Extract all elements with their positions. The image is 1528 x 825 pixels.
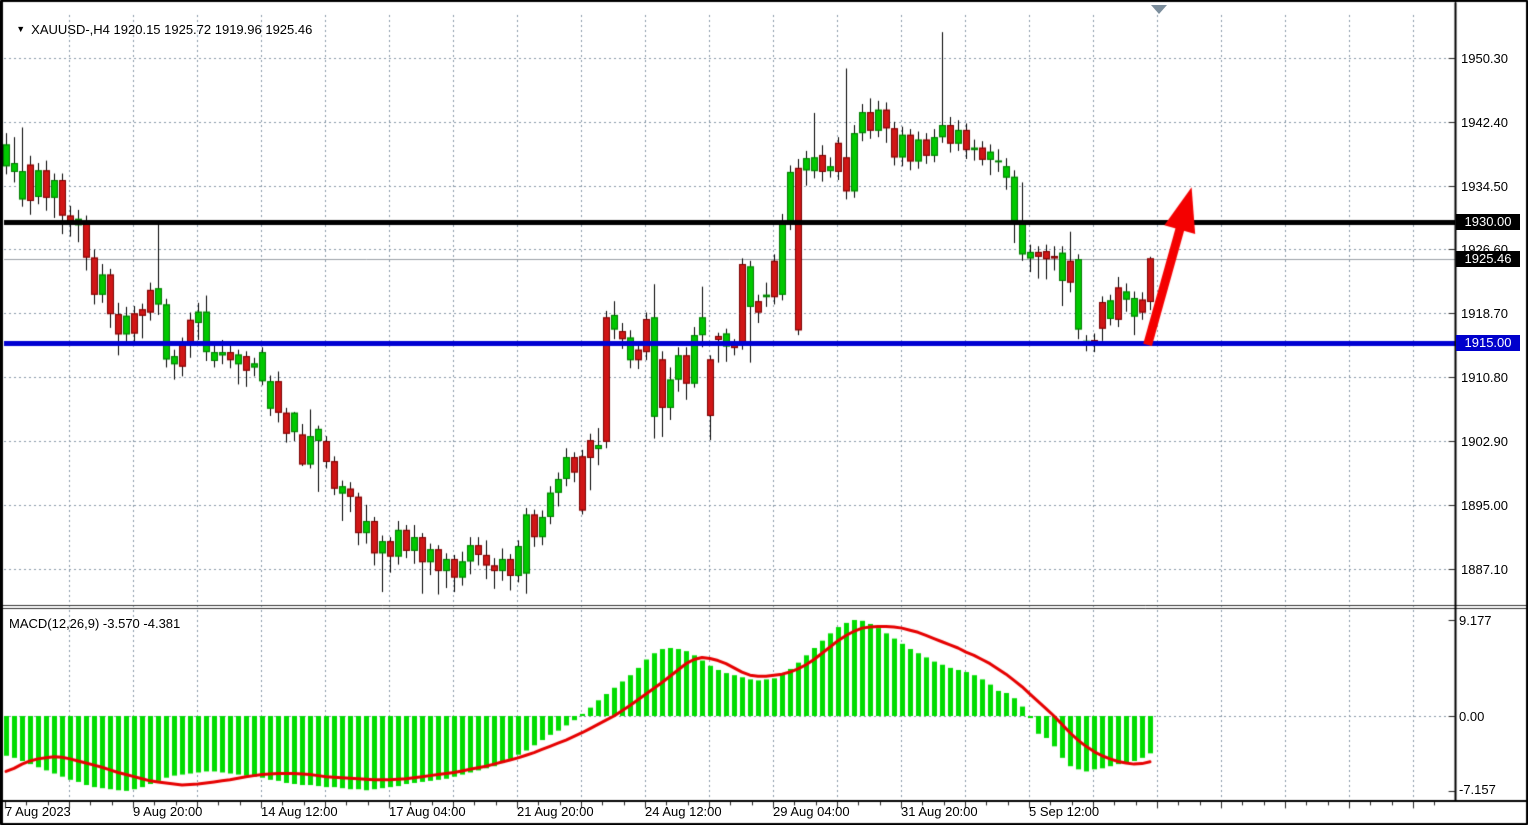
time-axis-label: 14 Aug 12:00 (261, 804, 338, 819)
chart-shift-marker-icon[interactable] (1151, 5, 1167, 14)
macd-axis-label: 0.00 (1459, 709, 1485, 724)
symbol-timeframe-label: XAUUSD-,H4 (31, 22, 110, 37)
price-axis-label: 1934.50 (1461, 178, 1508, 194)
price-axis-label: 1918.70 (1461, 306, 1508, 322)
time-axis-label: 24 Aug 12:00 (645, 804, 722, 819)
price-tag-1925.46: 1925.46 (1456, 250, 1520, 267)
time-axis-label: 17 Aug 04:00 (389, 804, 466, 819)
symbol-dropdown-icon[interactable]: ▼ (16, 24, 26, 34)
time-axis-label: 9 Aug 20:00 (133, 804, 203, 819)
macd-axis-label: 9.177 (1459, 613, 1492, 628)
chart-title: ▼ XAUUSD-,H4 1920.15 1925.72 1919.96 1925… (9, 7, 312, 37)
price-tag-1930.00: 1930.00 (1456, 214, 1520, 231)
macd-axis-label: -7.157 (1459, 782, 1496, 797)
time-axis-label: 29 Aug 04:00 (773, 804, 850, 819)
macd-indicator-label: MACD(12,26,9) -3.570 -4.381 (9, 616, 181, 631)
price-axis-label: 1942.40 (1461, 114, 1508, 130)
price-tag-1915.00: 1915.00 (1456, 335, 1520, 352)
time-axis-label: 5 Sep 12:00 (1029, 804, 1100, 819)
price-axis-label: 1895.00 (1461, 497, 1508, 513)
price-axis-label: 1902.90 (1461, 433, 1508, 449)
price-axis-label: 1910.80 (1461, 370, 1508, 386)
price-axis-label: 1887.10 (1461, 561, 1508, 577)
price-axis-label: 1950.30 (1461, 51, 1508, 66)
time-axis-label: 21 Aug 20:00 (517, 804, 594, 819)
time-axis-label: 7 Aug 2023 (5, 804, 71, 819)
time-axis-label: 31 Aug 20:00 (901, 804, 978, 819)
ohlc-readout: 1920.15 1925.72 1919.96 1925.46 (113, 22, 313, 37)
